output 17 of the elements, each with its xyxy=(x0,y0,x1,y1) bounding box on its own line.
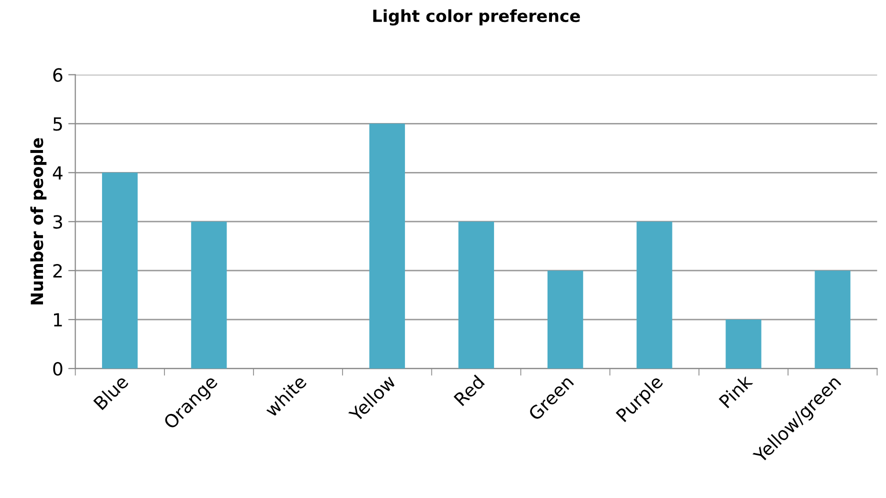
bar xyxy=(102,172,138,369)
y-tick-label: 4 xyxy=(52,166,62,180)
y-tick-label: 0 xyxy=(53,362,62,376)
y-tick-label: 3 xyxy=(53,215,62,229)
bar xyxy=(726,320,762,369)
bar xyxy=(369,124,405,369)
bar xyxy=(548,270,584,369)
bar xyxy=(814,270,850,369)
y-tick-label: 5 xyxy=(53,117,62,131)
chart-title: Light color preference xyxy=(373,9,580,26)
bar xyxy=(636,222,672,369)
y-tick-label: 1 xyxy=(54,313,62,326)
y-tick-label: 6 xyxy=(53,68,62,82)
y-axis-title: Number of people xyxy=(30,138,46,304)
bar xyxy=(458,222,494,369)
bar xyxy=(191,222,227,369)
y-tick-label: 2 xyxy=(53,264,62,278)
